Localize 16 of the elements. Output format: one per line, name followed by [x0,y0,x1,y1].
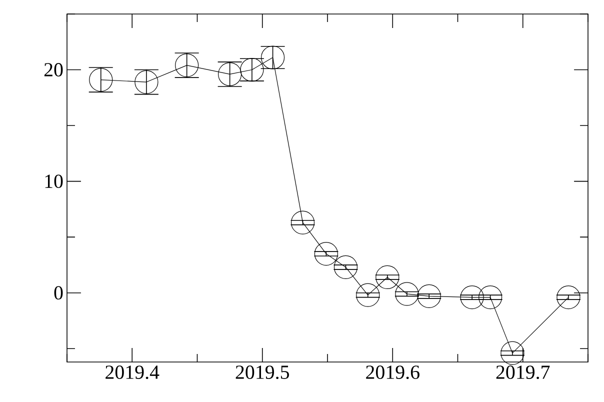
x-tick-label: 2019.6 [366,366,420,380]
point [556,286,580,310]
point [334,255,358,279]
x-tick-label: 2019.5 [236,366,289,380]
x-tick-label: 2019.4 [106,366,160,380]
y-tick-label: 10 [45,174,63,188]
point [478,286,502,310]
y-tick-label: 0 [54,286,63,300]
point [314,242,338,266]
point [290,210,315,234]
x-tick-label: 2019.7 [496,366,550,380]
y-tick-label: 20 [44,63,63,76]
point [500,341,524,365]
point [356,283,380,307]
point [376,265,400,290]
point [460,286,484,310]
